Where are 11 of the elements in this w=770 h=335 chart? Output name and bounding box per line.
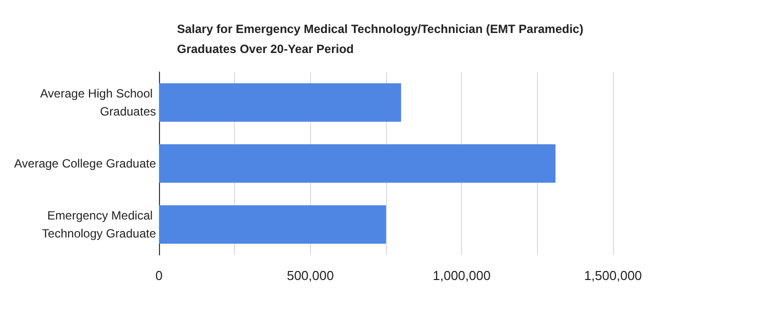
bar <box>159 205 386 244</box>
x-tick-label: 500,000 <box>286 268 334 283</box>
y-tick-label: Emergency Medical Technology Graduate <box>42 208 156 240</box>
bar <box>159 144 556 183</box>
x-tick-label: 1,000,000 <box>432 268 491 283</box>
y-tick-label: Average College Graduate <box>14 156 156 170</box>
x-tick-label: 1,500,000 <box>584 268 642 283</box>
chart-title: Salary for Emergency Medical Technology/Technician (EMT Paramedic) Graduates Over 20-Year Period <box>177 22 587 56</box>
y-tick-label: Average High School Graduates <box>40 86 156 118</box>
bar <box>159 83 402 122</box>
x-tick-label: 0 <box>155 268 163 283</box>
